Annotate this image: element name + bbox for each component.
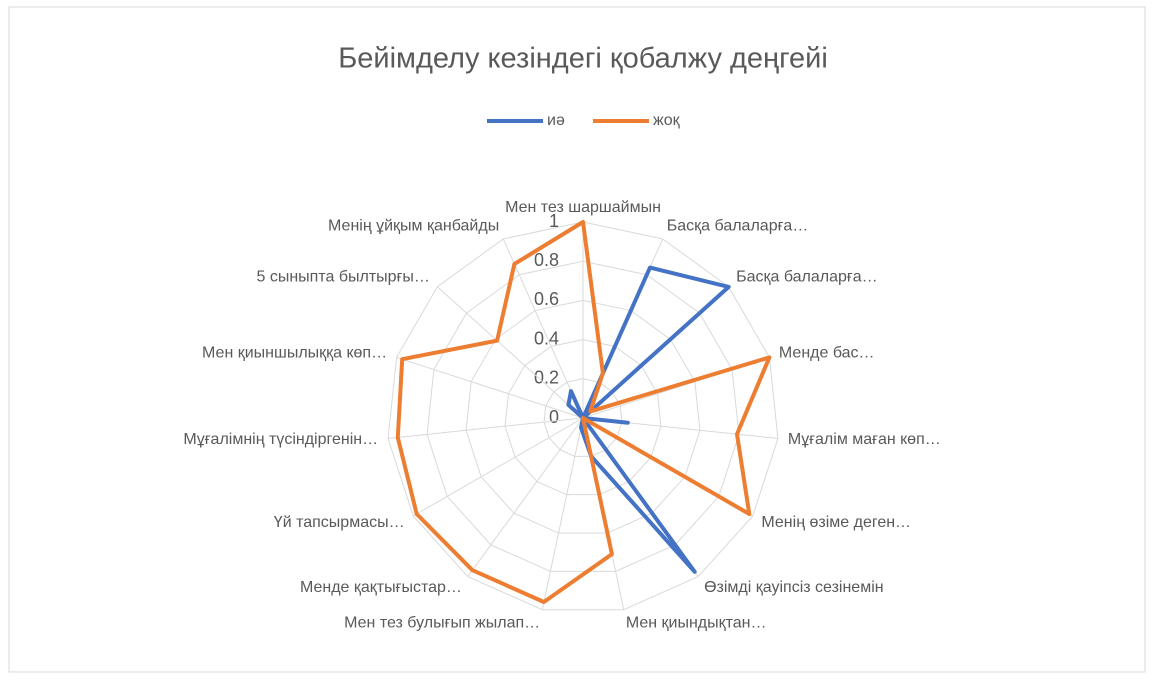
- category-label: Мен қиыншылыққа көп…: [202, 344, 387, 361]
- tick-label: 0.4: [534, 328, 559, 348]
- spoke: [388, 417, 584, 439]
- grid-ring: [465, 299, 701, 534]
- tick-label: 0.8: [534, 250, 559, 270]
- category-label: 5 сыныпта былтырғы…: [257, 269, 430, 286]
- category-label: Менің ұйқым қанбайды: [328, 217, 499, 234]
- category-label: Өзімді қауіпсіз сезінемін: [704, 579, 884, 596]
- spoke: [541, 417, 584, 610]
- category-label: Мұғалім маған көп…: [788, 431, 941, 448]
- spoke: [396, 356, 584, 419]
- category-label: Менің өзіме деген…: [761, 514, 911, 531]
- grid-ring: [387, 221, 779, 611]
- category-label: Басқа балаларға…: [667, 217, 809, 234]
- tick-label: 0: [549, 407, 559, 427]
- category-label: Үй тапсырмасы…: [274, 514, 405, 531]
- grid-ring: [426, 260, 740, 572]
- category-label: Менде қақтығыстар…: [300, 579, 462, 596]
- category-label: Менде бас…: [779, 344, 875, 361]
- grid-ring: [504, 339, 662, 496]
- spoke: [413, 417, 584, 517]
- chart-title: Бейімделу кезіндегі қобалжу деңгейі: [338, 43, 828, 75]
- series-line: [395, 220, 772, 604]
- spoke: [437, 286, 584, 419]
- series-line: [566, 265, 731, 574]
- category-label: Мен тез булығып жылап…: [344, 615, 540, 632]
- tick-label: 0.2: [534, 368, 559, 388]
- spoke: [467, 417, 584, 577]
- tick-label: 1: [549, 211, 559, 231]
- category-label: Мен қиындықтан…: [626, 615, 767, 632]
- spoke: [502, 238, 584, 419]
- legend-label: иә: [547, 112, 565, 129]
- category-label: Мен тез шаршаймын: [505, 199, 661, 216]
- tick-label: 0.6: [534, 289, 559, 309]
- legend-label: жоқ: [653, 112, 681, 129]
- category-label: Басқа балаларға…: [736, 269, 878, 286]
- category-label: Мұғалімнің түсіндіргенін…: [183, 431, 378, 448]
- chart-border: [8, 6, 1146, 673]
- grid-ring: [543, 378, 623, 457]
